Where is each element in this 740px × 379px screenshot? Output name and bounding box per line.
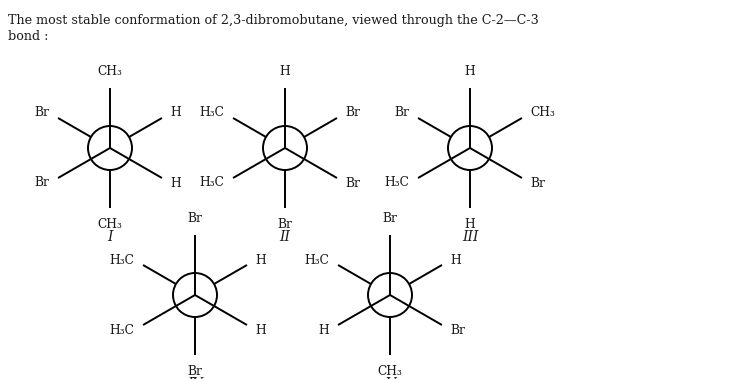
Circle shape — [448, 126, 492, 170]
Text: CH₃: CH₃ — [98, 218, 122, 231]
Circle shape — [88, 126, 132, 170]
Text: H: H — [255, 324, 266, 337]
Text: H₃C: H₃C — [110, 254, 135, 266]
Text: H: H — [319, 324, 329, 337]
Text: H: H — [171, 177, 181, 190]
Circle shape — [368, 273, 412, 317]
Text: Br: Br — [187, 365, 203, 378]
Text: H: H — [280, 65, 290, 78]
Text: H₃C: H₃C — [200, 106, 224, 119]
Text: Br: Br — [35, 106, 50, 119]
Text: I: I — [107, 230, 112, 244]
Text: H: H — [451, 254, 461, 266]
Text: CH₃: CH₃ — [377, 365, 403, 378]
Text: H: H — [465, 218, 475, 231]
Text: CH₃: CH₃ — [531, 106, 556, 119]
Text: Br: Br — [346, 177, 360, 190]
Text: Br: Br — [531, 177, 545, 190]
Text: Br: Br — [383, 212, 397, 225]
Text: The most stable conformation of 2,3-dibromobutane, viewed through the C-2—C-3: The most stable conformation of 2,3-dibr… — [8, 14, 539, 27]
Text: H: H — [171, 106, 181, 119]
Text: Br: Br — [35, 177, 50, 190]
Circle shape — [173, 273, 217, 317]
Text: CH₃: CH₃ — [98, 65, 122, 78]
Circle shape — [263, 126, 307, 170]
Text: H: H — [255, 254, 266, 266]
Text: Br: Br — [451, 324, 465, 337]
Text: H₃C: H₃C — [304, 254, 329, 266]
Text: H₃C: H₃C — [200, 177, 224, 190]
Text: IV: IV — [187, 377, 203, 379]
Text: Br: Br — [187, 212, 203, 225]
Text: Br: Br — [394, 106, 409, 119]
Text: Br: Br — [346, 106, 360, 119]
Text: H: H — [465, 65, 475, 78]
Text: V: V — [385, 377, 395, 379]
Text: H₃C: H₃C — [110, 324, 135, 337]
Text: H₃C: H₃C — [385, 177, 409, 190]
Text: III: III — [462, 230, 478, 244]
Text: bond :: bond : — [8, 30, 49, 43]
Text: Br: Br — [278, 218, 292, 231]
Text: II: II — [280, 230, 291, 244]
